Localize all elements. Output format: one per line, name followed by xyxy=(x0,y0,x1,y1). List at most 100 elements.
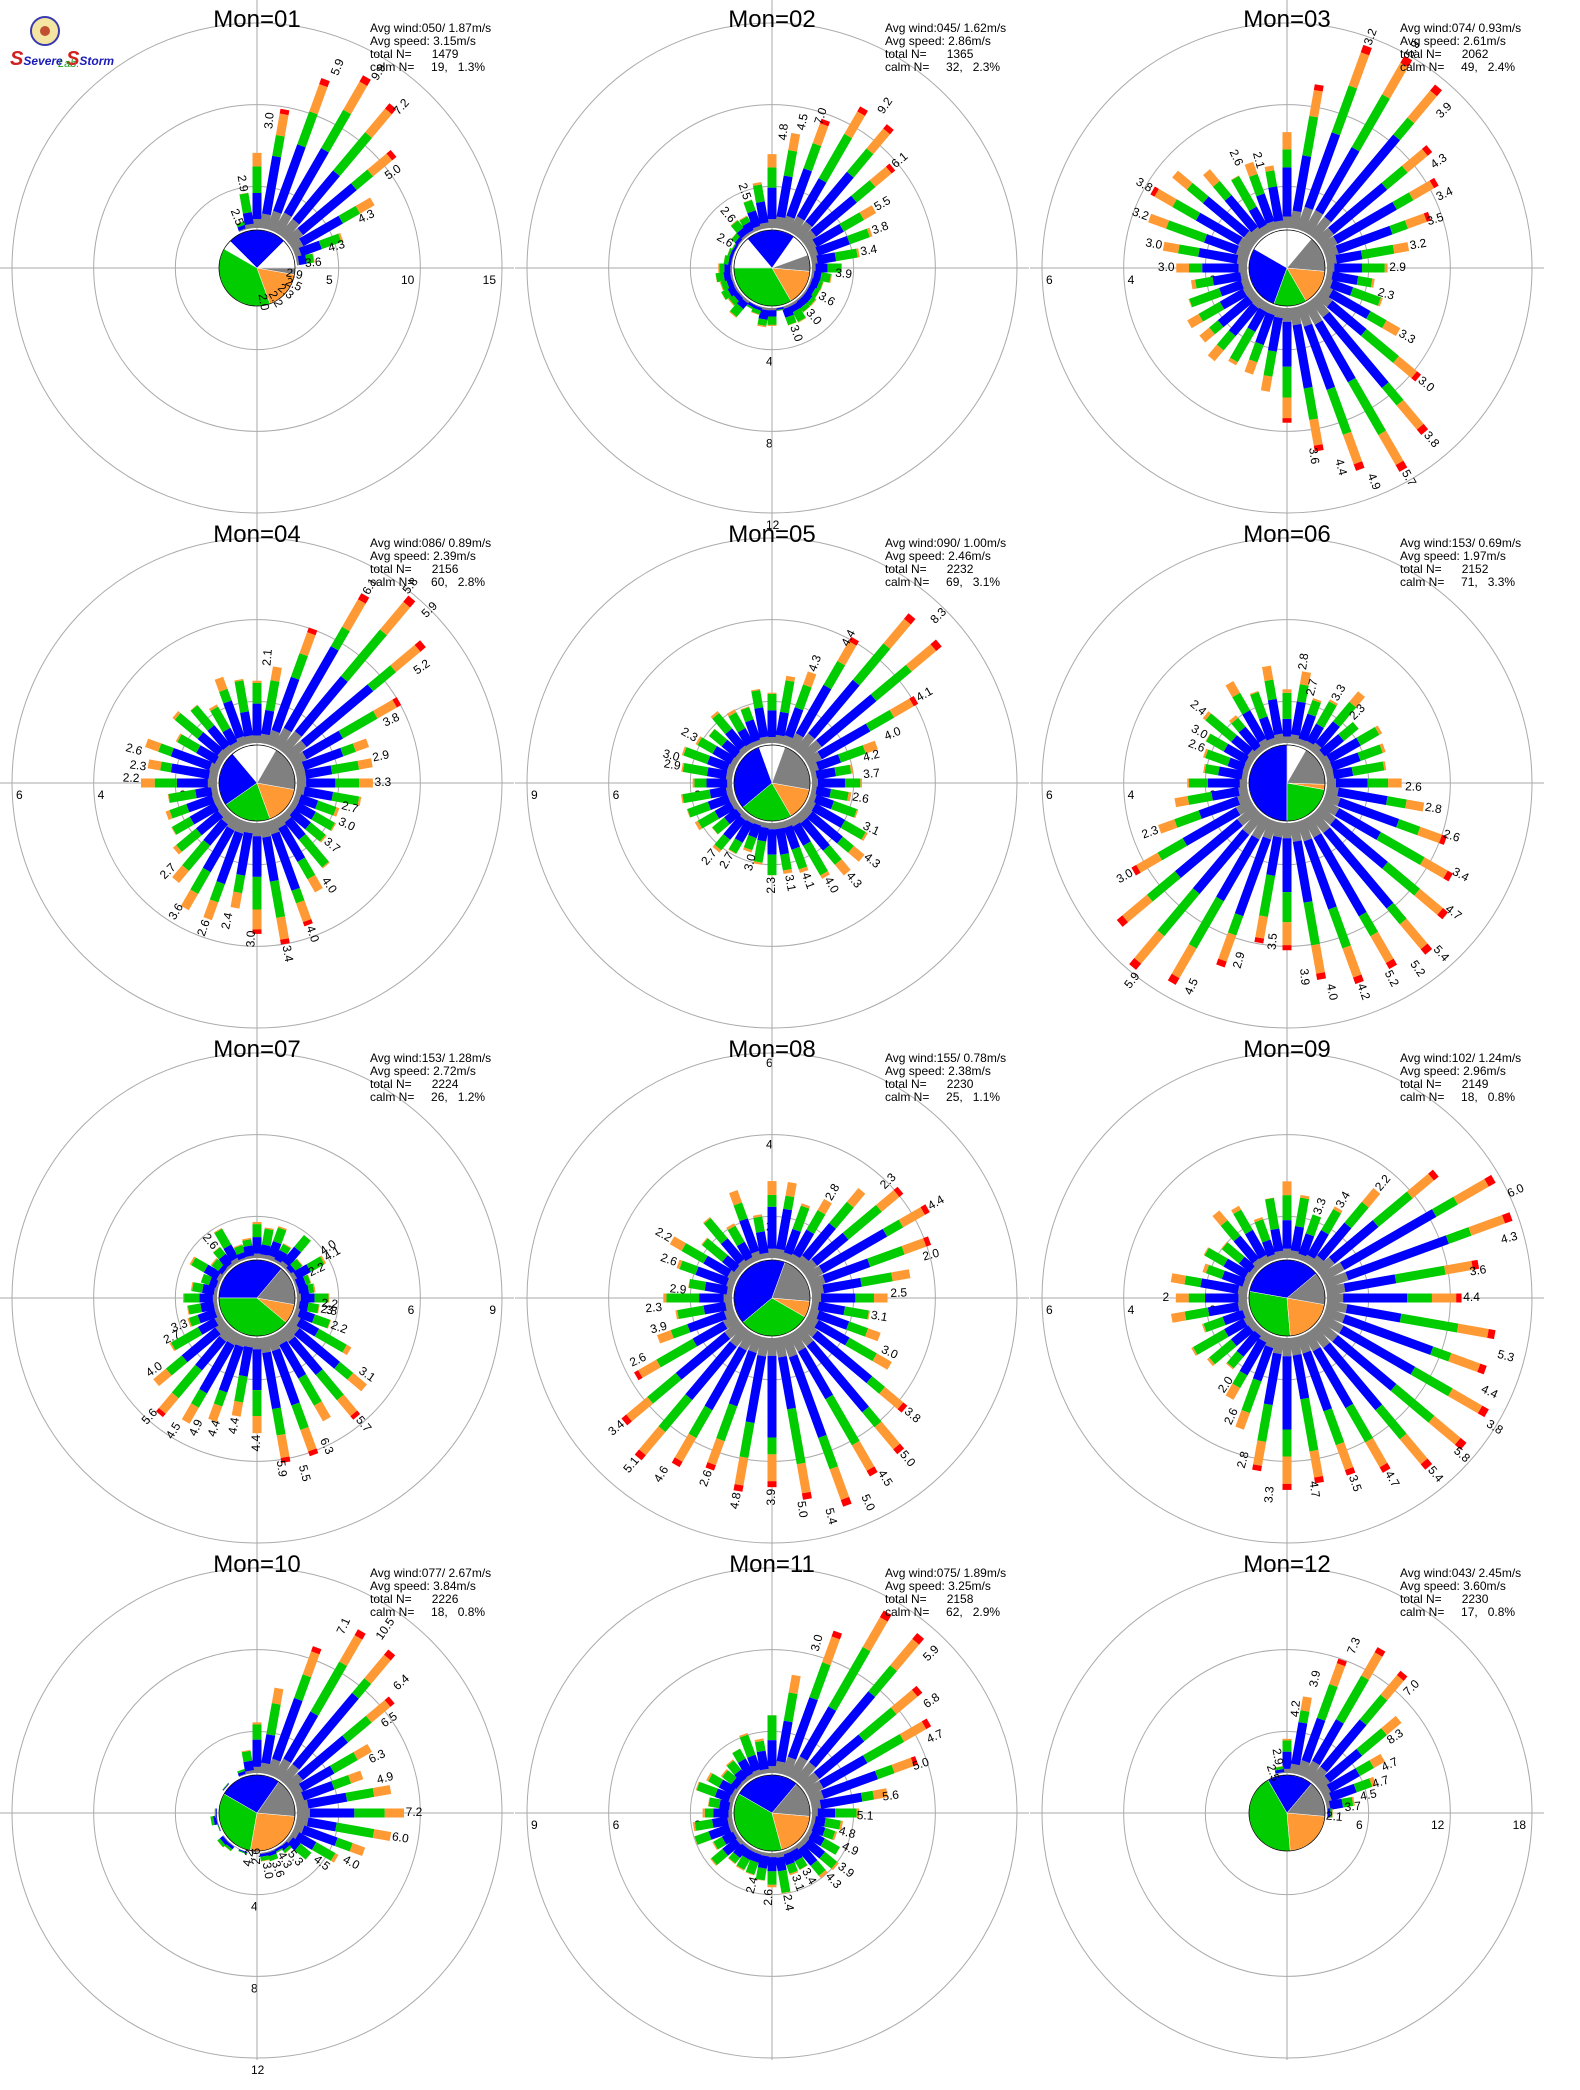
bar-segment-bin2 xyxy=(1257,1403,1273,1442)
bar-data-label: 4.3 xyxy=(356,206,377,226)
bar-segment-bin2 xyxy=(1316,1683,1338,1721)
bar-segment-calm xyxy=(1267,1253,1278,1262)
ring-tick-label: 8 xyxy=(251,1981,258,1995)
ring-tick-label: 6 xyxy=(1356,1818,1363,1832)
bar-segment-bin1 xyxy=(719,1799,731,1810)
ring-tick-label: 4 xyxy=(251,1900,258,1914)
bar-segment-bin2 xyxy=(318,233,342,250)
bar-data-label: 2.4 xyxy=(780,1893,797,1912)
bar-segment-bin1 xyxy=(1203,234,1239,255)
bar-segment-bin4 xyxy=(920,1204,930,1215)
bar-data-label: 7.2 xyxy=(406,1805,423,1819)
bar-segment-bin2 xyxy=(1205,749,1231,767)
wind-rose-bar xyxy=(808,740,878,774)
bar-segment-bin2 xyxy=(711,1848,729,1866)
bar-data-label: 3.9 xyxy=(649,1319,669,1337)
bar-segment-bin1 xyxy=(283,1711,319,1763)
wind-rose-bar xyxy=(1264,1197,1285,1260)
bar-segment-bin4 xyxy=(1423,211,1432,222)
bar-segment-bin2 xyxy=(1188,896,1224,949)
ring-tick-label: 4 xyxy=(1128,1303,1135,1317)
bar-segment-bin1 xyxy=(297,254,307,266)
wind-rose-bar xyxy=(1225,681,1271,751)
bar-segment-bin2 xyxy=(1233,1209,1253,1235)
bar-data-label: 7.3 xyxy=(1344,1635,1363,1656)
wind-rose-bar xyxy=(217,1835,230,1848)
bar-data-label: 2.6 xyxy=(249,1848,263,1865)
bar-segment-bin1 xyxy=(197,1308,218,1324)
ring-tick-label: 6 xyxy=(1046,1303,1053,1317)
bar-segment-calm xyxy=(723,1307,736,1320)
bar-segment-bin2 xyxy=(210,706,231,733)
stats-avg-wind: Avg wind:086/ 0.89m/s xyxy=(370,536,492,550)
bar-segment-bin1 xyxy=(1345,1235,1449,1281)
stats-avg-speed: Avg speed: 2.39m/s xyxy=(370,549,476,563)
bar-data-label: 3.0 xyxy=(243,930,258,947)
bar-segment-bin4 xyxy=(801,1491,812,1500)
bar-segment-bin2 xyxy=(687,801,711,818)
bar-segment-calm xyxy=(284,228,304,246)
bar-segment-calm xyxy=(259,1762,271,1775)
bar-segment-calm xyxy=(1237,805,1260,826)
wind-rose-bar xyxy=(266,1849,279,1862)
bar-segment-bin1 xyxy=(1304,132,1341,210)
bar-segment-calm xyxy=(259,821,271,838)
bar-segment-bin4 xyxy=(1313,444,1324,452)
bar-data-label: 3.9 xyxy=(1306,1669,1323,1689)
bar-segment-bin1 xyxy=(1267,316,1283,352)
bar-segment-bin2 xyxy=(829,788,849,801)
stats-calm: calm N= 32, 2.3% xyxy=(885,60,1001,74)
bar-segment-bin1 xyxy=(1303,838,1337,910)
wind-rose-bar xyxy=(788,1198,832,1266)
pie-outline xyxy=(218,1774,296,1852)
bar-segment-calm xyxy=(794,733,815,756)
stats-box: Avg wind:043/ 2.45m/s Avg speed: 3.60m/s t… xyxy=(1400,1567,1550,1619)
bar-segment-bin2 xyxy=(1212,180,1232,201)
bar-segment-bin2 xyxy=(260,1855,270,1862)
wind-rose-bar xyxy=(804,1314,892,1370)
bar-segment-bin2 xyxy=(171,816,195,835)
bar-data-label: 5.4 xyxy=(822,1506,840,1526)
bar-segment-bin4 xyxy=(384,103,397,115)
bar-segment-calm xyxy=(757,1336,770,1357)
bar-segment-bin3 xyxy=(626,1396,653,1422)
bar-segment-bin1 xyxy=(262,1351,281,1410)
wind-rose-bar xyxy=(730,219,750,241)
wind-rose-bar xyxy=(284,1696,395,1791)
wind-rose-bar xyxy=(781,671,817,747)
wind-rose-bar xyxy=(1296,1214,1322,1262)
bar-segment-calm xyxy=(752,739,763,747)
bar-segment-bin1 xyxy=(1326,1768,1360,1793)
ring-tick-label: 6 xyxy=(1046,788,1053,802)
bar-segment-calm xyxy=(1309,295,1330,318)
bar-segment-bin1 xyxy=(721,1830,737,1845)
bar-segment-bin3 xyxy=(1171,944,1197,979)
bar-segment-bin1 xyxy=(297,1735,349,1781)
bar-segment-bin1 xyxy=(1319,734,1345,757)
bar-segment-calm xyxy=(1309,1325,1331,1349)
bar-segment-bin2 xyxy=(268,1853,279,1862)
wind-rose-bar xyxy=(239,192,255,230)
bar-segment-bin1 xyxy=(723,270,732,281)
wind-rose-bar xyxy=(241,1749,255,1775)
bar-segment-calm xyxy=(781,215,795,232)
bar-segment-calm xyxy=(1251,295,1265,309)
bar-segment-calm xyxy=(293,1279,298,1289)
wind-rose-bar xyxy=(293,1307,332,1329)
bar-data-label: 3.9 xyxy=(835,266,853,281)
wind-rose-bar xyxy=(289,1744,372,1797)
bar-segment-bin1 xyxy=(747,1754,761,1773)
bar-segment-bin4 xyxy=(1395,460,1408,472)
pie-outline xyxy=(733,1774,811,1852)
stats-box: Avg wind:077/ 2.67m/s Avg speed: 3.84m/s t… xyxy=(370,1567,520,1619)
bar-segment-bin2 xyxy=(1265,1197,1280,1230)
bar-segment-bin4 xyxy=(392,697,402,708)
bar-segment-bin3 xyxy=(803,671,817,688)
bar-data-label: 8.3 xyxy=(927,605,949,627)
bar-segment-bin2 xyxy=(272,134,285,158)
bar-segment-bin4 xyxy=(903,613,916,625)
wind-rose-bar xyxy=(794,810,851,876)
wind-rose-bar xyxy=(1289,1696,1312,1775)
wind-rose-bar xyxy=(1314,1169,1439,1276)
bar-segment-bin4 xyxy=(280,938,290,945)
